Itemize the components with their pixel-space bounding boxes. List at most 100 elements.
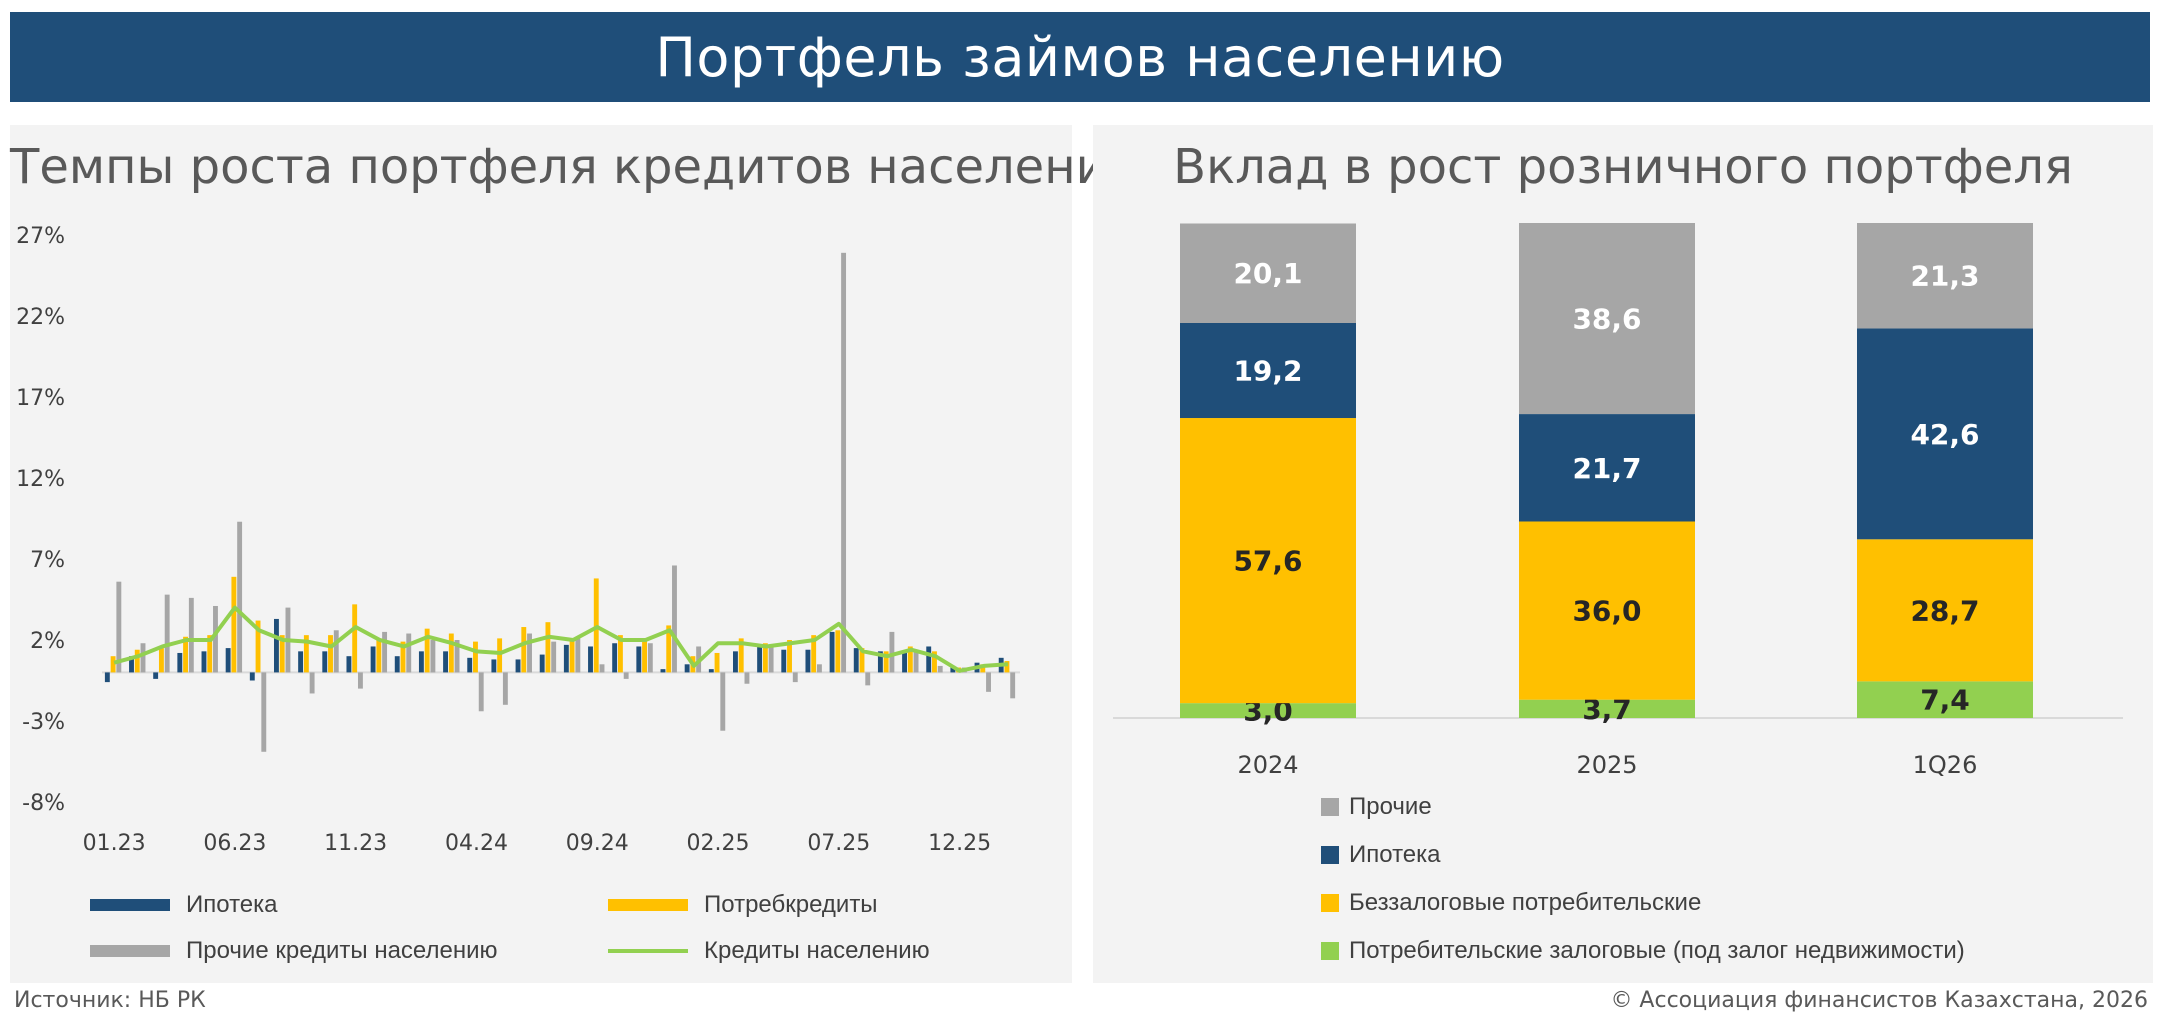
consumer-bar <box>617 635 623 673</box>
mortgage-bar <box>225 648 231 673</box>
other-bar <box>623 672 629 679</box>
source-note: Источник: НБ РК <box>14 988 206 1013</box>
mortgage-bar <box>684 664 690 673</box>
page-banner: Портфель займов населению <box>10 12 2150 102</box>
consumer-bar <box>448 633 454 673</box>
consumer-bar <box>303 635 309 673</box>
consumer-bar <box>352 604 358 673</box>
consumer-bar <box>158 648 164 673</box>
stack-segment <box>1857 223 2033 329</box>
other-bar <box>551 641 557 673</box>
other-bar <box>333 630 339 673</box>
growth-rate-chart: 27% 22% 17% 12% 7% 2% -3% -8% 01.23 06.23 11.23 04.… <box>16 224 1020 856</box>
mortgage-bar <box>346 656 352 673</box>
other-bar <box>382 631 388 673</box>
consumer-bar <box>907 646 913 673</box>
legend-unsecured: Беззалоговые потребительские <box>1321 889 1701 917</box>
legend-other-label: Прочие кредиты населению <box>186 937 498 964</box>
consumer-bar <box>376 638 382 673</box>
x-tick-label: 12.25 <box>928 831 991 856</box>
other-bar <box>406 633 412 673</box>
other-bar <box>309 672 315 694</box>
growth-rate-panel: Темпы роста портфеля кредитов населению,… <box>10 125 1267 983</box>
mortgage-bar <box>853 648 859 673</box>
consumer-bar <box>207 635 213 673</box>
consumer-bar <box>738 638 744 673</box>
mortgage-bar <box>249 672 255 681</box>
other-bar <box>865 672 871 686</box>
x-tick-label: 01.23 <box>83 831 146 856</box>
legend-total: Кредиты населению <box>608 937 930 965</box>
other-bar <box>188 597 194 673</box>
x-tick-label: 11.23 <box>324 831 387 856</box>
other-bar <box>164 594 170 673</box>
legend-unsecured-label: Беззалоговые потребительские <box>1349 889 1702 916</box>
mortgage-bar <box>515 659 521 673</box>
mortgage-bar <box>612 643 618 673</box>
y-tick-label: 17% <box>16 386 65 411</box>
consumer-bar <box>762 643 768 673</box>
legend-consumer-label: Потребкредиты <box>704 891 878 918</box>
other-bar <box>768 644 774 673</box>
mortgage-bar <box>805 649 811 673</box>
consumer-bar <box>400 641 406 673</box>
stack-segment <box>1857 328 2033 540</box>
legend-consumer-swatch <box>608 899 688 911</box>
segment-value-label: 20,1 <box>1233 257 1302 290</box>
y-tick-label: 7% <box>30 548 65 573</box>
mortgage-bar <box>104 672 110 683</box>
legend-total-label: Кредиты населению <box>704 937 930 964</box>
stack-segment <box>1519 223 1695 415</box>
other-bar <box>913 651 919 673</box>
consumer-bar <box>1004 661 1010 673</box>
other-bar <box>575 638 581 673</box>
mortgage-bar <box>781 649 787 673</box>
segment-value-label: 21,3 <box>1910 260 1979 293</box>
consumer-bar <box>231 576 237 673</box>
other-bar <box>430 640 436 673</box>
mortgage-bar <box>443 651 448 673</box>
segment-value-label: 7,4 <box>1920 684 1970 717</box>
mortgage-bar <box>588 646 593 673</box>
total-loans-line <box>113 605 1009 673</box>
other-bar <box>744 672 750 684</box>
legend-mortgage-label: Ипотека <box>186 891 278 918</box>
stack-segment <box>1180 703 1356 718</box>
other-bar <box>454 640 460 673</box>
mortgage-bar <box>467 657 473 673</box>
contribution-chart: 3,057,619,220,120243,736,021,738,620257,… <box>1113 223 2123 779</box>
consumer-bar <box>183 636 189 673</box>
x-tick-label: 06.23 <box>203 831 266 856</box>
consumer-bar <box>521 627 527 673</box>
category-label: 1Q26 <box>1913 751 1978 779</box>
other-bar <box>816 664 822 673</box>
consumer-bar <box>714 652 720 673</box>
consumer-bar <box>110 656 116 673</box>
consumer-bar <box>497 638 503 673</box>
growth-chart-title: Темпы роста портфеля кредитов населению,… <box>10 139 1267 195</box>
consumer-bar <box>811 635 817 673</box>
other-bar <box>237 521 243 673</box>
stack-segment <box>1180 418 1356 704</box>
mortgage-bar <box>322 651 328 673</box>
page-title: Портфель займов населению <box>655 25 1505 89</box>
consumer-bar <box>883 651 889 673</box>
consumer-bar <box>980 664 986 673</box>
consumer-bar <box>255 620 261 673</box>
mortgage-bar <box>926 646 932 673</box>
mortgage-bar <box>491 659 497 673</box>
stack-segment <box>1519 699 1695 718</box>
consumer-bar <box>424 628 430 673</box>
segment-value-label: 19,2 <box>1233 355 1302 388</box>
x-tick-label: 04.24 <box>445 831 508 856</box>
y-tick-label: 22% <box>16 305 65 330</box>
other-bar <box>116 581 122 673</box>
legend-secured: Потребительские залоговые (под залог нед… <box>1321 937 1965 965</box>
other-bar <box>841 252 847 673</box>
mortgage-bar <box>563 644 569 673</box>
segment-value-label: 28,7 <box>1910 594 1979 627</box>
legend-consumer: Потребкредиты <box>608 891 878 919</box>
stack-segment <box>1857 539 2033 682</box>
legend-secured-swatch <box>1321 942 1339 960</box>
y-tick-label: 27% <box>16 224 65 249</box>
